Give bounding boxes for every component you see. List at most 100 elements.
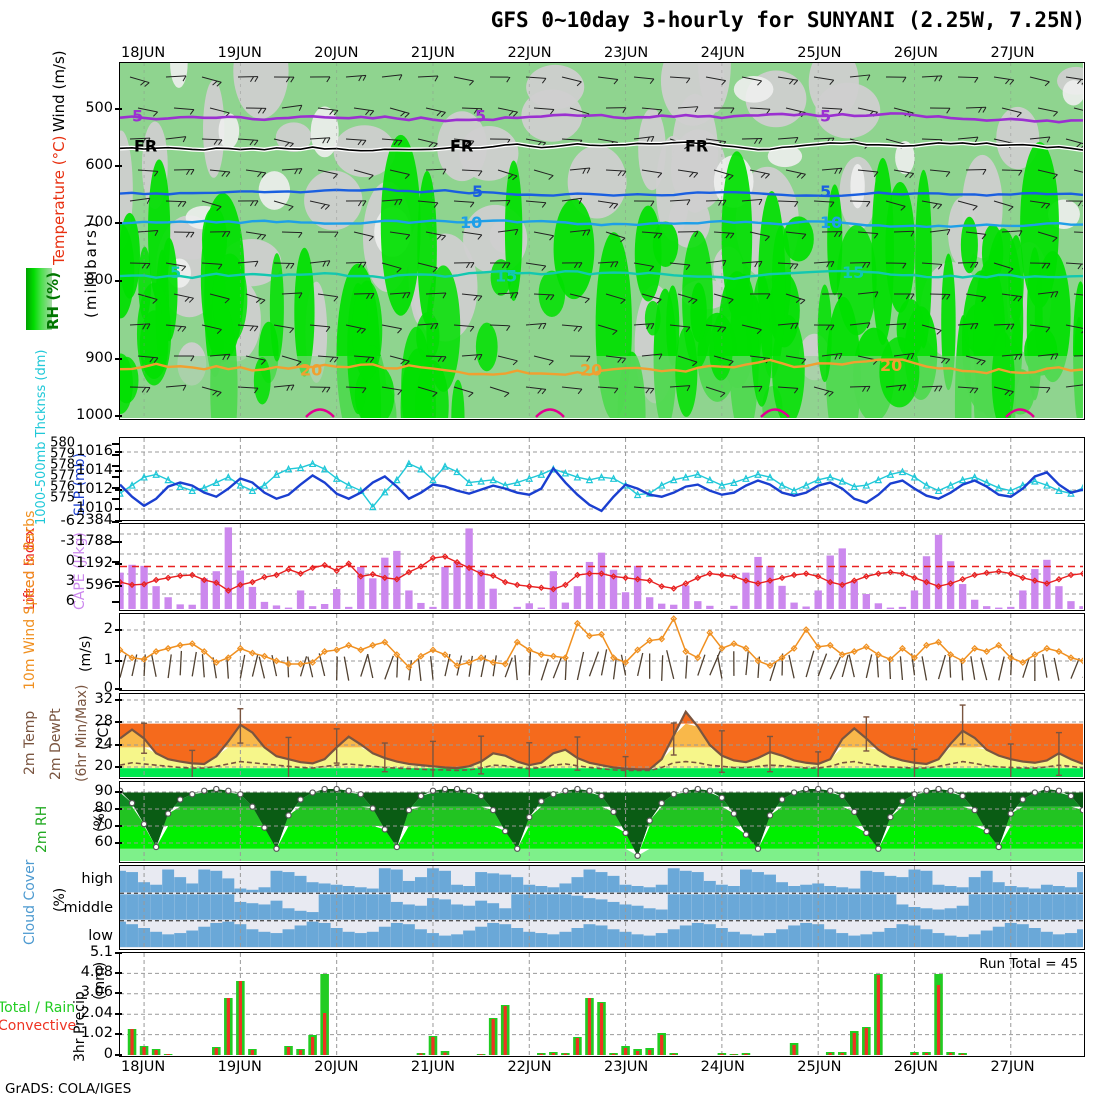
- axis-tick-label: 578: [50, 457, 75, 473]
- axis-tick-label: 575: [50, 490, 75, 506]
- axis-tick: [115, 842, 122, 844]
- axis-tick-label: 900: [85, 350, 113, 366]
- axis-tick: [115, 508, 122, 510]
- axis-tick-label: 1192: [76, 555, 113, 571]
- axis-tick: [115, 222, 122, 224]
- label-convective: Convective: [0, 1018, 77, 1034]
- axis-tick-label: -3: [60, 533, 75, 549]
- axis-tick-label: 1014: [76, 462, 113, 478]
- axis-tick-label: 1: [103, 652, 113, 668]
- axis-tick: [115, 825, 122, 827]
- date-tick-label: 27JUN: [990, 1059, 1035, 1075]
- date-tick-label: 18JUN: [121, 1059, 166, 1075]
- label-temperature: Temperature (°C): [50, 135, 68, 265]
- svg-text:10: 10: [460, 213, 482, 232]
- axis-tick: [112, 476, 119, 478]
- axis-tick: [115, 699, 122, 701]
- axis-tick-label: 20: [94, 758, 113, 774]
- footer-credit: GrADS: COLA/IGES: [5, 1081, 132, 1097]
- label-10m-wind-units: (m/s): [78, 635, 94, 672]
- axis-tick: [115, 1033, 122, 1035]
- axis-tick-label: 3: [65, 573, 75, 589]
- date-tick-label: 25JUN: [797, 1059, 842, 1075]
- date-tick-label: 20JUN: [314, 45, 359, 61]
- axis-tick-label: 1.02: [80, 1025, 113, 1041]
- label-millibars: (millibars): [82, 220, 100, 318]
- svg-text:15: 15: [842, 263, 864, 282]
- date-tick-label: 26JUN: [893, 1059, 939, 1075]
- axis-tick: [115, 992, 122, 994]
- date-tick-label: 21JUN: [410, 45, 456, 61]
- rh-legend-swatch: [26, 268, 52, 330]
- panel-upper-air: 5 5 5 FR FR FR 5 5 10 10 5 15 15 20 20 20: [119, 62, 1085, 420]
- svg-text:5: 5: [820, 182, 831, 201]
- axis-tick: [115, 451, 122, 453]
- axis-tick: [115, 766, 122, 768]
- page-title: GFS 0~10day 3-hourly for SUNYANI (2.25W,…: [490, 8, 1085, 32]
- panel-cloud-cover: [119, 865, 1085, 950]
- date-tick-label: 22JUN: [507, 45, 552, 61]
- axis-tick: [115, 791, 122, 793]
- axis-tick: [115, 1013, 122, 1015]
- panel-2m-temp: [119, 693, 1085, 779]
- panel-10m-wind: [119, 613, 1085, 691]
- axis-tick-label: -6: [60, 513, 75, 529]
- label-2m-temp: 2m Temp: [22, 710, 38, 775]
- axis-tick: [112, 601, 119, 603]
- axis-tick: [115, 629, 122, 631]
- date-tick-label: 19JUN: [217, 45, 262, 61]
- axis-tick-label: 577: [50, 468, 75, 484]
- axis-tick-label: 80: [94, 800, 113, 816]
- axis-tick: [115, 585, 122, 587]
- axis-tick-label: 0: [103, 1046, 113, 1062]
- axis-tick: [112, 521, 119, 523]
- cloud-row-label-low: low: [88, 927, 113, 944]
- label-rh: RH (%): [44, 271, 62, 330]
- axis-tick: [115, 520, 122, 522]
- axis-tick-label: 0: [65, 553, 75, 569]
- axis-tick: [112, 443, 119, 445]
- axis-tick-label: 500: [85, 100, 113, 116]
- svg-text:FR: FR: [450, 137, 473, 156]
- axis-tick-label: 800: [85, 272, 113, 288]
- panel-2m-rh: [119, 781, 1085, 863]
- axis-tick: [115, 108, 122, 110]
- axis-tick: [115, 489, 122, 491]
- axis-tick: [112, 498, 119, 500]
- date-tick-label: 18JUN: [121, 45, 166, 61]
- date-tick-label: 25JUN: [797, 45, 842, 61]
- svg-text:5: 5: [820, 106, 831, 125]
- date-tick-label: 19JUN: [217, 1059, 262, 1075]
- svg-text:FR: FR: [134, 137, 157, 156]
- axis-tick: [115, 358, 122, 360]
- date-tick-label: 27JUN: [990, 45, 1035, 61]
- axis-tick-label: 600: [85, 157, 113, 173]
- axis-tick-label: 60: [94, 834, 113, 850]
- label-2m-dewpt: 2m DewPt: [48, 708, 64, 780]
- axis-tick-label: 2384: [76, 512, 113, 528]
- axis-tick-label: 3.06: [80, 984, 113, 1000]
- axis-tick-label: 576: [50, 479, 75, 495]
- axis-tick-label: 1788: [76, 533, 113, 549]
- axis-tick: [115, 972, 122, 974]
- axis-tick: [115, 952, 122, 954]
- cloud-row-label-high: high: [81, 871, 113, 888]
- label-10m-wind: 10m Wind Speed & Barbs: [22, 510, 38, 690]
- axis-tick: [115, 541, 122, 543]
- panel-cape-li: [119, 523, 1085, 611]
- svg-text:15: 15: [495, 266, 517, 285]
- label-wind-ms: Wind (m/s): [50, 50, 68, 132]
- cloud-row-label-middle: middle: [63, 899, 113, 916]
- axis-tick: [112, 487, 119, 489]
- svg-text:5: 5: [170, 263, 181, 282]
- date-tick-label: 26JUN: [893, 45, 939, 61]
- date-tick-label: 21JUN: [410, 1059, 456, 1075]
- axis-tick: [115, 280, 122, 282]
- date-tick-label: 22JUN: [507, 1059, 552, 1075]
- axis-tick: [115, 415, 122, 417]
- axis-tick: [115, 721, 122, 723]
- svg-text:FR: FR: [685, 137, 708, 156]
- axis-tick-label: 28: [94, 713, 113, 729]
- svg-text:5: 5: [472, 182, 483, 201]
